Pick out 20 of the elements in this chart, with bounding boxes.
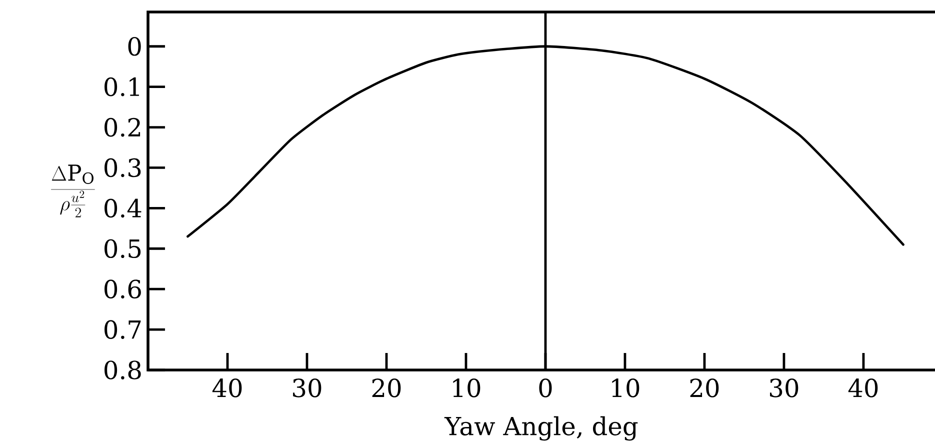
y-axis-title: $\frac{\Delta \mathrm{P}_{\mathrm{O}}}{\rho\frac{u^{2}}{2}}$	[51, 164, 95, 218]
x-tick-label: 20	[372, 378, 401, 398]
x-tick-label: 10	[453, 378, 480, 398]
x-tick-label: 40	[848, 378, 878, 398]
x-tick-label: 30	[770, 378, 798, 398]
y-tick-label: 0.3	[104, 158, 141, 178]
y-tick-label: 0.8	[104, 360, 141, 380]
y-tick-label: 0	[128, 36, 141, 56]
x-tick-label: 20	[690, 378, 719, 398]
x-axis-title: Yaw Angle, deg	[444, 416, 638, 441]
y-tick-label: 0.2	[104, 118, 140, 137]
x-tick-label: 40	[212, 378, 242, 398]
x-tick-label: 0	[539, 378, 552, 398]
x-tick-label: 30	[293, 378, 322, 398]
y-tick-label: 0.7	[104, 320, 141, 339]
y-tick-label: 0.1	[104, 77, 139, 96]
x-tick-label: 10	[612, 378, 640, 398]
y-tick-label: 0.5	[104, 239, 141, 258]
y-tick-label: 0.6	[104, 280, 141, 299]
y-tick-label: 0.4	[104, 198, 142, 218]
